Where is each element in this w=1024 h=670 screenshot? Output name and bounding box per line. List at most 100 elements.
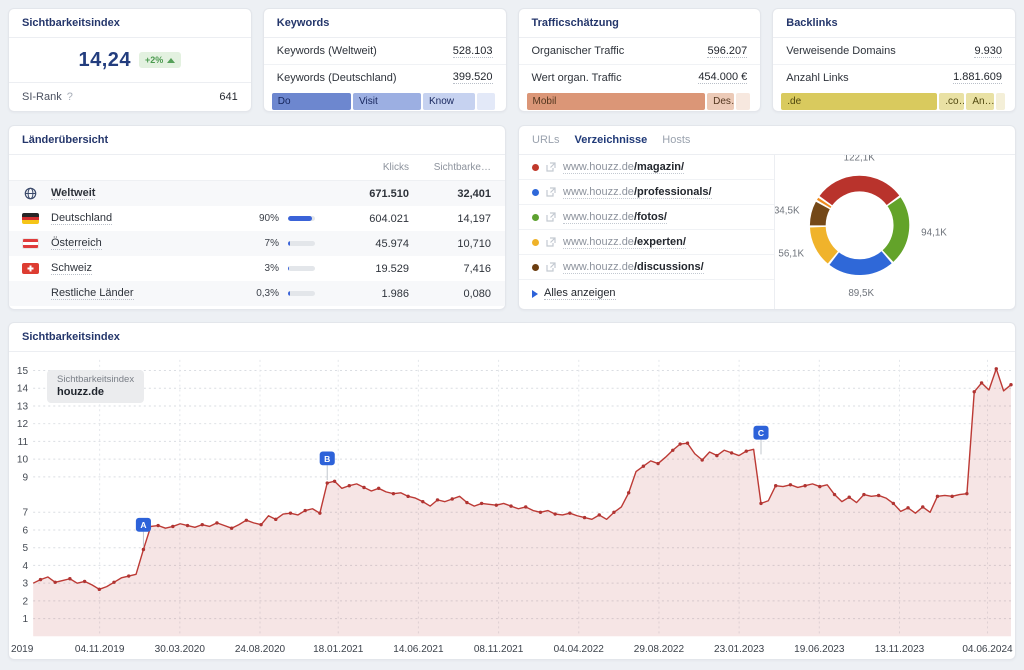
tab-urls[interactable]: URLs: [532, 134, 560, 146]
x-axis-label: 24.08.2020: [235, 644, 286, 655]
y-axis-label: 10: [17, 455, 29, 466]
x-axis-label: 29.08.2022: [634, 644, 685, 655]
column-header-klicks[interactable]: Klicks: [382, 162, 409, 173]
metric-value-link[interactable]: 1.881.609: [953, 71, 1002, 84]
directory-link[interactable]: www.houzz.de/fotos/: [563, 210, 667, 224]
directories-donut-panel: 122,1K 94,1K 89,5K 56,1K 34,5K: [774, 152, 1015, 309]
card-title: Keywords: [276, 17, 330, 29]
bar-segment[interactable]: [995, 93, 1005, 110]
card-trafficschaetzung: Trafficschätzung Organischer Traffic 596.…: [517, 8, 762, 112]
kpi-row: Sichtbarkeitsindex 14,24 +2% SI-Rank ? 6…: [8, 8, 1016, 112]
tab-verzeichnisse[interactable]: Verzeichnisse: [574, 134, 648, 146]
metric-value-link[interactable]: 454.000 €: [698, 71, 748, 84]
donut-segment-561K[interactable]: [809, 226, 839, 264]
external-link-icon[interactable]: [546, 212, 556, 222]
countries-table-header: Klicks Sichtbarke…: [9, 155, 505, 181]
country-si-value: 0,080: [463, 287, 491, 300]
donut-segment-1221K[interactable]: [819, 175, 900, 206]
donut-segment[interactable]: [816, 197, 832, 208]
globe-icon: [24, 187, 36, 200]
event-marker-a[interactable]: A: [135, 517, 151, 532]
country-traffic-share: 3%: [264, 263, 279, 274]
bar-segment-visit[interactable]: Visit: [353, 93, 421, 110]
series-color-dot: [532, 213, 539, 221]
country-traffic-share: 7%: [264, 238, 279, 249]
bar-segment-know[interactable]: Know: [422, 93, 476, 110]
x-axis-label: 13.11.2023: [875, 644, 925, 655]
country-name-link[interactable]: Deutschland: [51, 212, 113, 225]
directory-link[interactable]: www.houzz.de/magazin/: [563, 160, 685, 174]
directory-link[interactable]: www.houzz.de/experten/: [563, 235, 686, 249]
external-link-icon[interactable]: [546, 162, 556, 172]
metric-label: Keywords (Deutschland): [276, 71, 397, 84]
metric-row: Keywords (Weltweit) 528.103: [264, 38, 506, 64]
x-axis-label: 30.03.2020: [155, 644, 206, 655]
country-traffic-share: 0,3%: [256, 288, 279, 299]
bar-segment-mobil[interactable]: Mobil: [526, 93, 706, 110]
x-axis-label: 2019: [11, 644, 34, 655]
x-axis-label: 14.06.2021: [393, 644, 444, 655]
event-marker-c[interactable]: C: [753, 425, 769, 440]
directory-row: www.houzz.de/professionals/: [519, 180, 774, 205]
si-rank-label: SI-Rank: [22, 91, 62, 103]
metric-label: Keywords (Weltweit): [276, 45, 377, 57]
country-name-link[interactable]: Schweiz: [51, 262, 92, 275]
countries-table-body: Weltweit 671.510 32,401 Deutschland 90% 604.0…: [9, 181, 505, 306]
country-si-value: 32,401: [457, 187, 491, 200]
y-axis-label: 12: [17, 419, 29, 430]
country-row-schweiz: Schweiz 3% 19.529 7,416: [9, 256, 505, 281]
country-name-link[interactable]: Weltweit: [51, 187, 96, 200]
metric-value-link[interactable]: 9.930: [974, 44, 1002, 58]
country-row-restlichelnder: Restliche Länder 0,3% 1.986 0,080: [9, 281, 505, 306]
external-link-icon[interactable]: [546, 187, 556, 197]
tab-hosts[interactable]: Hosts: [662, 134, 691, 146]
card-header: Sichtbarkeitsindex: [9, 323, 1015, 352]
card-title: Länderübersicht: [22, 134, 109, 146]
metric-value-link[interactable]: 528.103: [452, 44, 493, 58]
bar-segment[interactable]: [477, 93, 496, 110]
chart-row: Sichtbarkeitsindex Sichtbarkeitsindex ho…: [8, 322, 1016, 660]
bar-segment-de[interactable]: .de: [781, 93, 938, 110]
series-color-dot: [532, 188, 539, 196]
metric-label: Organischer Traffic: [531, 45, 625, 57]
country-share-bar: [288, 216, 315, 221]
help-icon[interactable]: ?: [66, 91, 73, 103]
country-row-sterreich: Österreich 7% 45.974 10,710: [9, 231, 505, 256]
donut-segment-895K[interactable]: [829, 250, 892, 276]
si-value-area: 14,24 +2%: [9, 38, 251, 82]
metric-label: Verweisende Domains: [786, 45, 896, 57]
y-axis-label: 9: [23, 472, 29, 483]
country-name-link[interactable]: Österreich: [51, 237, 102, 250]
backlinks-rows: Verweisende Domains 9.930 Anzahl Links 1.88…: [773, 38, 1015, 90]
svg-text:C: C: [758, 428, 764, 438]
directory-link[interactable]: www.houzz.de/professionals/: [563, 185, 712, 199]
metric-value-link[interactable]: 399.520: [452, 71, 493, 84]
svg-text:A: A: [140, 520, 146, 530]
bar-segment[interactable]: [736, 93, 751, 110]
donut-label: 94,1K: [921, 228, 947, 239]
arrow-up-icon: [167, 57, 176, 63]
event-marker-b[interactable]: B: [319, 451, 335, 466]
show-all-link[interactable]: Alles anzeigen: [519, 280, 774, 307]
external-link-icon[interactable]: [546, 262, 556, 272]
bar-segment-des[interactable]: Des…: [707, 93, 735, 110]
column-header-sichtbarkeit[interactable]: Sichtbarke…: [433, 162, 491, 173]
x-axis-label: 04.11.2019: [75, 644, 125, 655]
donut-segment-941K[interactable]: [882, 197, 910, 262]
country-row-deutschland: Deutschland 90% 604.021 14,197: [9, 206, 505, 231]
metric-value-link[interactable]: 596.207: [707, 44, 748, 58]
bar-segment-an[interactable]: An…: [966, 93, 994, 110]
card-sichtbarkeitsindex-chart: Sichtbarkeitsindex Sichtbarkeitsindex ho…: [8, 322, 1016, 660]
chart-title: Sichtbarkeitsindex: [22, 331, 120, 343]
bar-segment-co[interactable]: .co…: [939, 93, 965, 110]
flag-ch-icon: [21, 263, 39, 274]
external-link-icon[interactable]: [546, 237, 556, 247]
card-header: Backlinks: [773, 9, 1015, 38]
card-verzeichnisse: URLs Verzeichnisse Hosts www.houzz.de/maga…: [518, 125, 1016, 310]
bar-segment-do[interactable]: Do: [271, 93, 352, 110]
directory-link[interactable]: www.houzz.de/discussions/: [563, 260, 704, 274]
country-name-link[interactable]: Restliche Länder: [51, 287, 134, 300]
donut-segment-345K[interactable]: [809, 201, 830, 226]
card-header: Länderübersicht: [9, 126, 505, 155]
